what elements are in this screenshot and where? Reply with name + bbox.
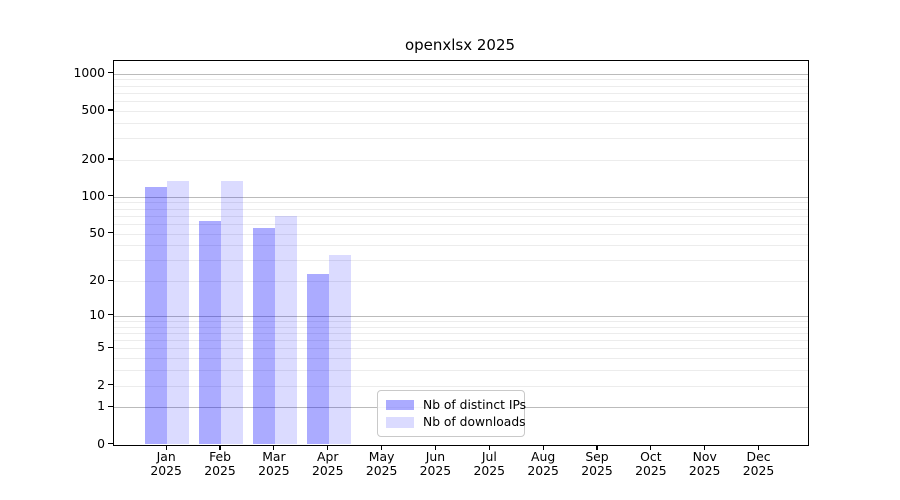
x-tick-label: Mar 2025 bbox=[258, 448, 290, 478]
x-tick-label: Sep 2025 bbox=[581, 448, 613, 478]
y-tick-label: 10 bbox=[89, 306, 105, 322]
minor-gridline bbox=[114, 223, 808, 225]
y-tick-mark bbox=[107, 314, 113, 316]
minor-gridline bbox=[114, 233, 808, 235]
minor-gridline bbox=[114, 358, 808, 360]
legend: Nb of distinct IPs Nb of downloads bbox=[377, 390, 526, 437]
minor-gridline bbox=[114, 348, 808, 350]
minor-gridline bbox=[114, 281, 808, 283]
bar-downloads-feb bbox=[221, 180, 244, 445]
y-tick-mark bbox=[107, 346, 113, 348]
y-tick-label: 20 bbox=[89, 272, 105, 288]
x-tick-mark bbox=[327, 444, 329, 450]
x-tick-label: Jul 2025 bbox=[473, 448, 506, 478]
x-tick-mark bbox=[757, 444, 760, 450]
bar-ips-feb bbox=[199, 221, 222, 445]
x-tick-label: May 2025 bbox=[365, 448, 398, 478]
minor-gridline bbox=[114, 110, 808, 112]
x-tick-label: Dec 2025 bbox=[742, 448, 775, 478]
x-tick-mark bbox=[596, 444, 598, 450]
y-tick-label: 0 bbox=[97, 435, 105, 451]
minor-gridline bbox=[114, 320, 808, 322]
x-tick-label: Jun 2025 bbox=[419, 448, 452, 478]
major-gridline bbox=[114, 196, 808, 198]
minor-gridline bbox=[114, 215, 808, 217]
y-tick-label: 5 bbox=[97, 339, 105, 355]
y-tick-label: 100 bbox=[81, 187, 105, 203]
plot-area bbox=[113, 60, 809, 446]
minor-gridline bbox=[114, 208, 808, 210]
bar-downloads-mar bbox=[274, 215, 297, 445]
x-tick-label: Oct 2025 bbox=[635, 448, 667, 478]
y-tick-mark bbox=[107, 442, 113, 445]
x-tick-mark bbox=[650, 444, 652, 450]
bar-ips-jan bbox=[145, 187, 168, 445]
x-tick-mark bbox=[381, 444, 383, 450]
minor-gridline bbox=[114, 332, 808, 334]
legend-swatch-downloads-icon bbox=[386, 417, 414, 428]
bar-ips-mar bbox=[252, 227, 275, 445]
minor-gridline bbox=[114, 370, 808, 372]
minor-gridline bbox=[114, 385, 808, 387]
minor-gridline bbox=[114, 340, 808, 342]
legend-swatch-distinct-ips-icon bbox=[386, 399, 414, 410]
minor-gridline bbox=[114, 245, 808, 247]
bar-ips-apr bbox=[306, 273, 329, 445]
y-tick-mark bbox=[107, 405, 113, 407]
x-tick-label: Feb 2025 bbox=[204, 448, 236, 478]
y-tick-mark bbox=[107, 279, 113, 281]
minor-gridline bbox=[114, 79, 808, 81]
y-tick-label: 200 bbox=[81, 150, 105, 166]
x-tick-label: Nov 2025 bbox=[688, 448, 721, 478]
chart-title: openxlsx 2025 bbox=[404, 36, 516, 54]
x-tick-label: Aug 2025 bbox=[527, 448, 559, 478]
y-tick-label: 1 bbox=[97, 398, 105, 414]
legend-label-downloads: Nb of downloads bbox=[423, 415, 526, 430]
x-tick-mark bbox=[273, 444, 275, 450]
bar-downloads-jan bbox=[167, 180, 190, 445]
minor-gridline bbox=[114, 122, 808, 124]
minor-gridline bbox=[114, 260, 808, 262]
y-tick-label: 500 bbox=[81, 101, 105, 117]
x-tick-label: Apr 2025 bbox=[311, 448, 344, 478]
minor-gridline bbox=[114, 159, 808, 161]
x-tick-mark bbox=[542, 444, 544, 450]
y-tick-mark bbox=[107, 109, 113, 111]
legend-entry-distinct-ips: Nb of distinct IPs bbox=[386, 398, 526, 412]
minor-gridline bbox=[114, 92, 808, 94]
y-tick-label: 2 bbox=[97, 376, 105, 392]
minor-gridline bbox=[114, 101, 808, 103]
minor-gridline bbox=[114, 85, 808, 87]
x-tick-mark bbox=[165, 444, 167, 450]
minor-gridline bbox=[114, 202, 808, 204]
y-tick-mark bbox=[107, 72, 113, 74]
y-tick-mark bbox=[107, 158, 113, 160]
y-tick-label: 1000 bbox=[73, 64, 105, 80]
minor-gridline bbox=[114, 326, 808, 328]
x-tick-mark bbox=[704, 444, 706, 450]
minor-gridline bbox=[114, 138, 808, 140]
major-gridline bbox=[114, 315, 808, 317]
y-tick-mark bbox=[107, 231, 113, 234]
y-tick-mark bbox=[107, 195, 113, 197]
x-tick-label: Jan 2025 bbox=[150, 448, 182, 478]
legend-label-distinct-ips: Nb of distinct IPs bbox=[423, 397, 527, 412]
y-tick-label: 50 bbox=[89, 224, 105, 240]
x-tick-mark bbox=[219, 444, 221, 450]
bar-downloads-apr bbox=[328, 255, 351, 445]
y-tick-mark bbox=[107, 383, 113, 386]
major-gridline bbox=[114, 73, 808, 75]
x-tick-mark bbox=[488, 444, 490, 450]
x-tick-mark bbox=[434, 444, 437, 450]
legend-entry-downloads: Nb of downloads bbox=[386, 415, 526, 429]
